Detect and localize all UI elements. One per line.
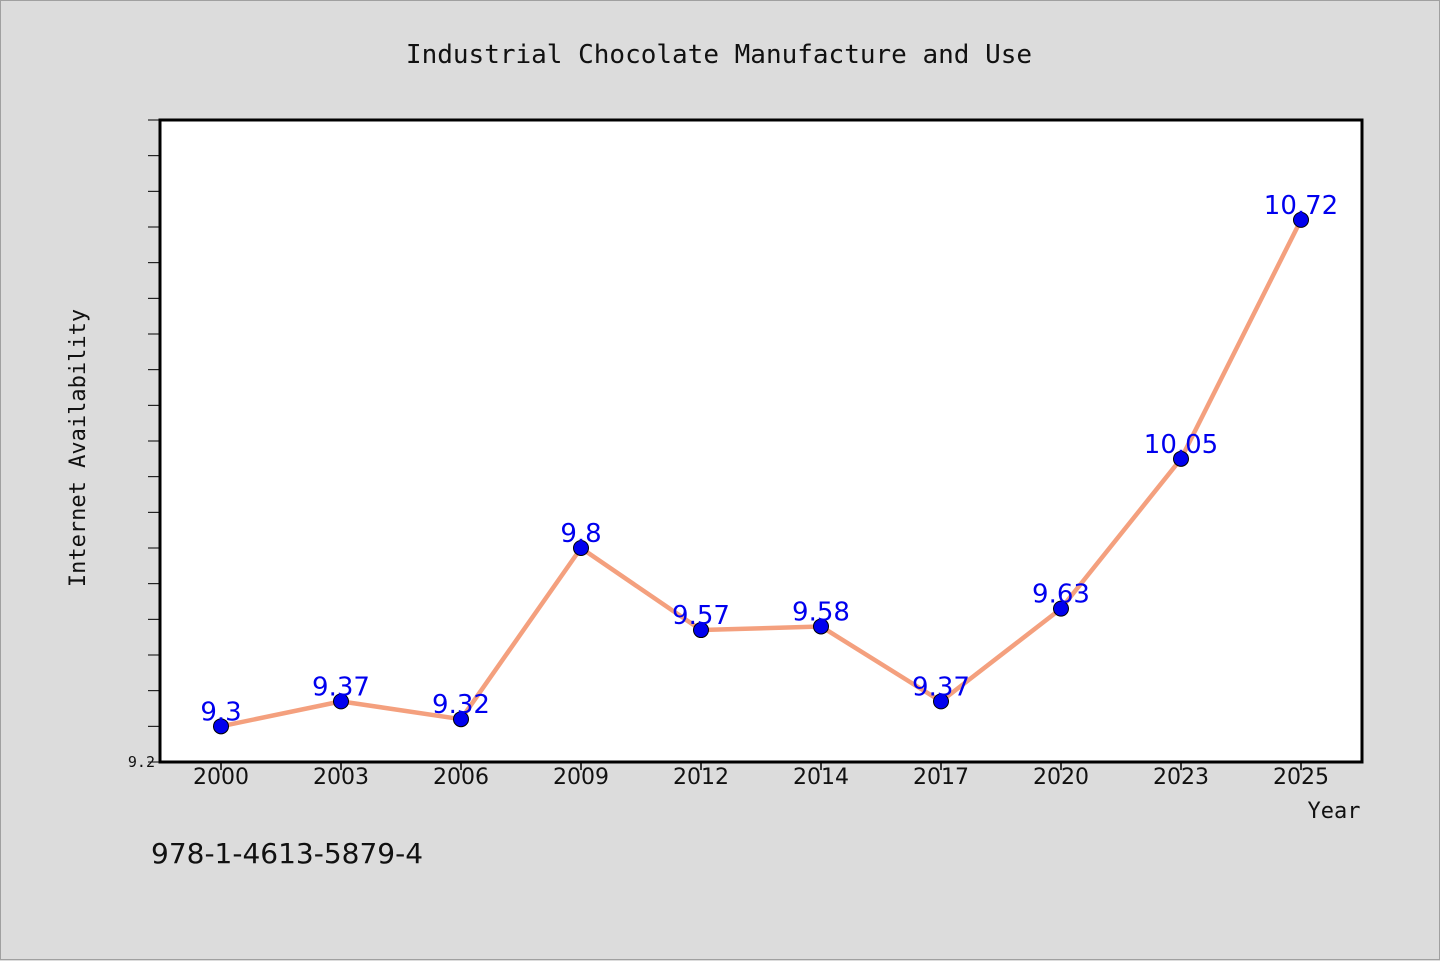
series-line-group [218, 217, 1304, 729]
data-label: 10.72 [1264, 191, 1338, 221]
data-point-marker [813, 618, 829, 635]
x-tick-label: 2000 [193, 765, 249, 790]
data-label: 9.32 [432, 690, 490, 720]
x-tick-label: 2009 [553, 765, 609, 790]
data-label: 9.8 [560, 519, 601, 549]
y-axis-ticks: 9.2 [128, 119, 160, 771]
data-point-marker [1053, 600, 1069, 617]
x-tick-label: 2003 [313, 765, 369, 790]
plot-area [158, 118, 1364, 764]
x-tick-label: 2014 [793, 765, 849, 790]
x-tick-label: 2006 [433, 765, 489, 790]
data-point-marker [693, 622, 709, 639]
data-point-marker [213, 718, 229, 735]
series-line [218, 217, 1304, 729]
y-tick-label: 9.2 [128, 753, 155, 771]
x-axis-ticks: 2000 2003 2006 2009 2012 2014 2017 2020 2023 2025 [193, 762, 1329, 790]
data-point-marker [453, 711, 469, 728]
isbn-text: 978-1-4613-5879-4 [151, 837, 423, 870]
data-markers [213, 211, 1309, 735]
data-label: 9.3 [200, 697, 241, 727]
data-label: 9.58 [792, 597, 850, 627]
data-label: 10.05 [1144, 430, 1218, 460]
x-tick-label: 2017 [913, 765, 969, 790]
x-tick-label: 2020 [1033, 765, 1089, 790]
data-point-marker [1173, 450, 1189, 467]
data-label: 9.37 [312, 672, 370, 702]
x-tick-label: 2012 [673, 765, 729, 790]
chart-title: Industrial Chocolate Manufacture and Use [406, 40, 1032, 70]
data-label: 9.63 [1032, 580, 1090, 610]
x-axis-title: Year [1308, 799, 1361, 824]
data-label: 9.37 [912, 672, 970, 702]
data-label: 9.57 [672, 601, 730, 631]
data-labels: 9.3 9.37 9.32 9.8 9.57 9.58 9.37 9.63 10.05 10.72 [200, 191, 1338, 727]
y-axis-title: Internet Availability [66, 309, 91, 587]
data-point-marker [333, 693, 349, 710]
data-point-marker [573, 540, 589, 556]
data-point-marker [933, 693, 949, 710]
x-tick-label: 2023 [1153, 765, 1209, 790]
data-point-marker [1293, 211, 1309, 228]
x-tick-label: 2025 [1273, 765, 1329, 790]
